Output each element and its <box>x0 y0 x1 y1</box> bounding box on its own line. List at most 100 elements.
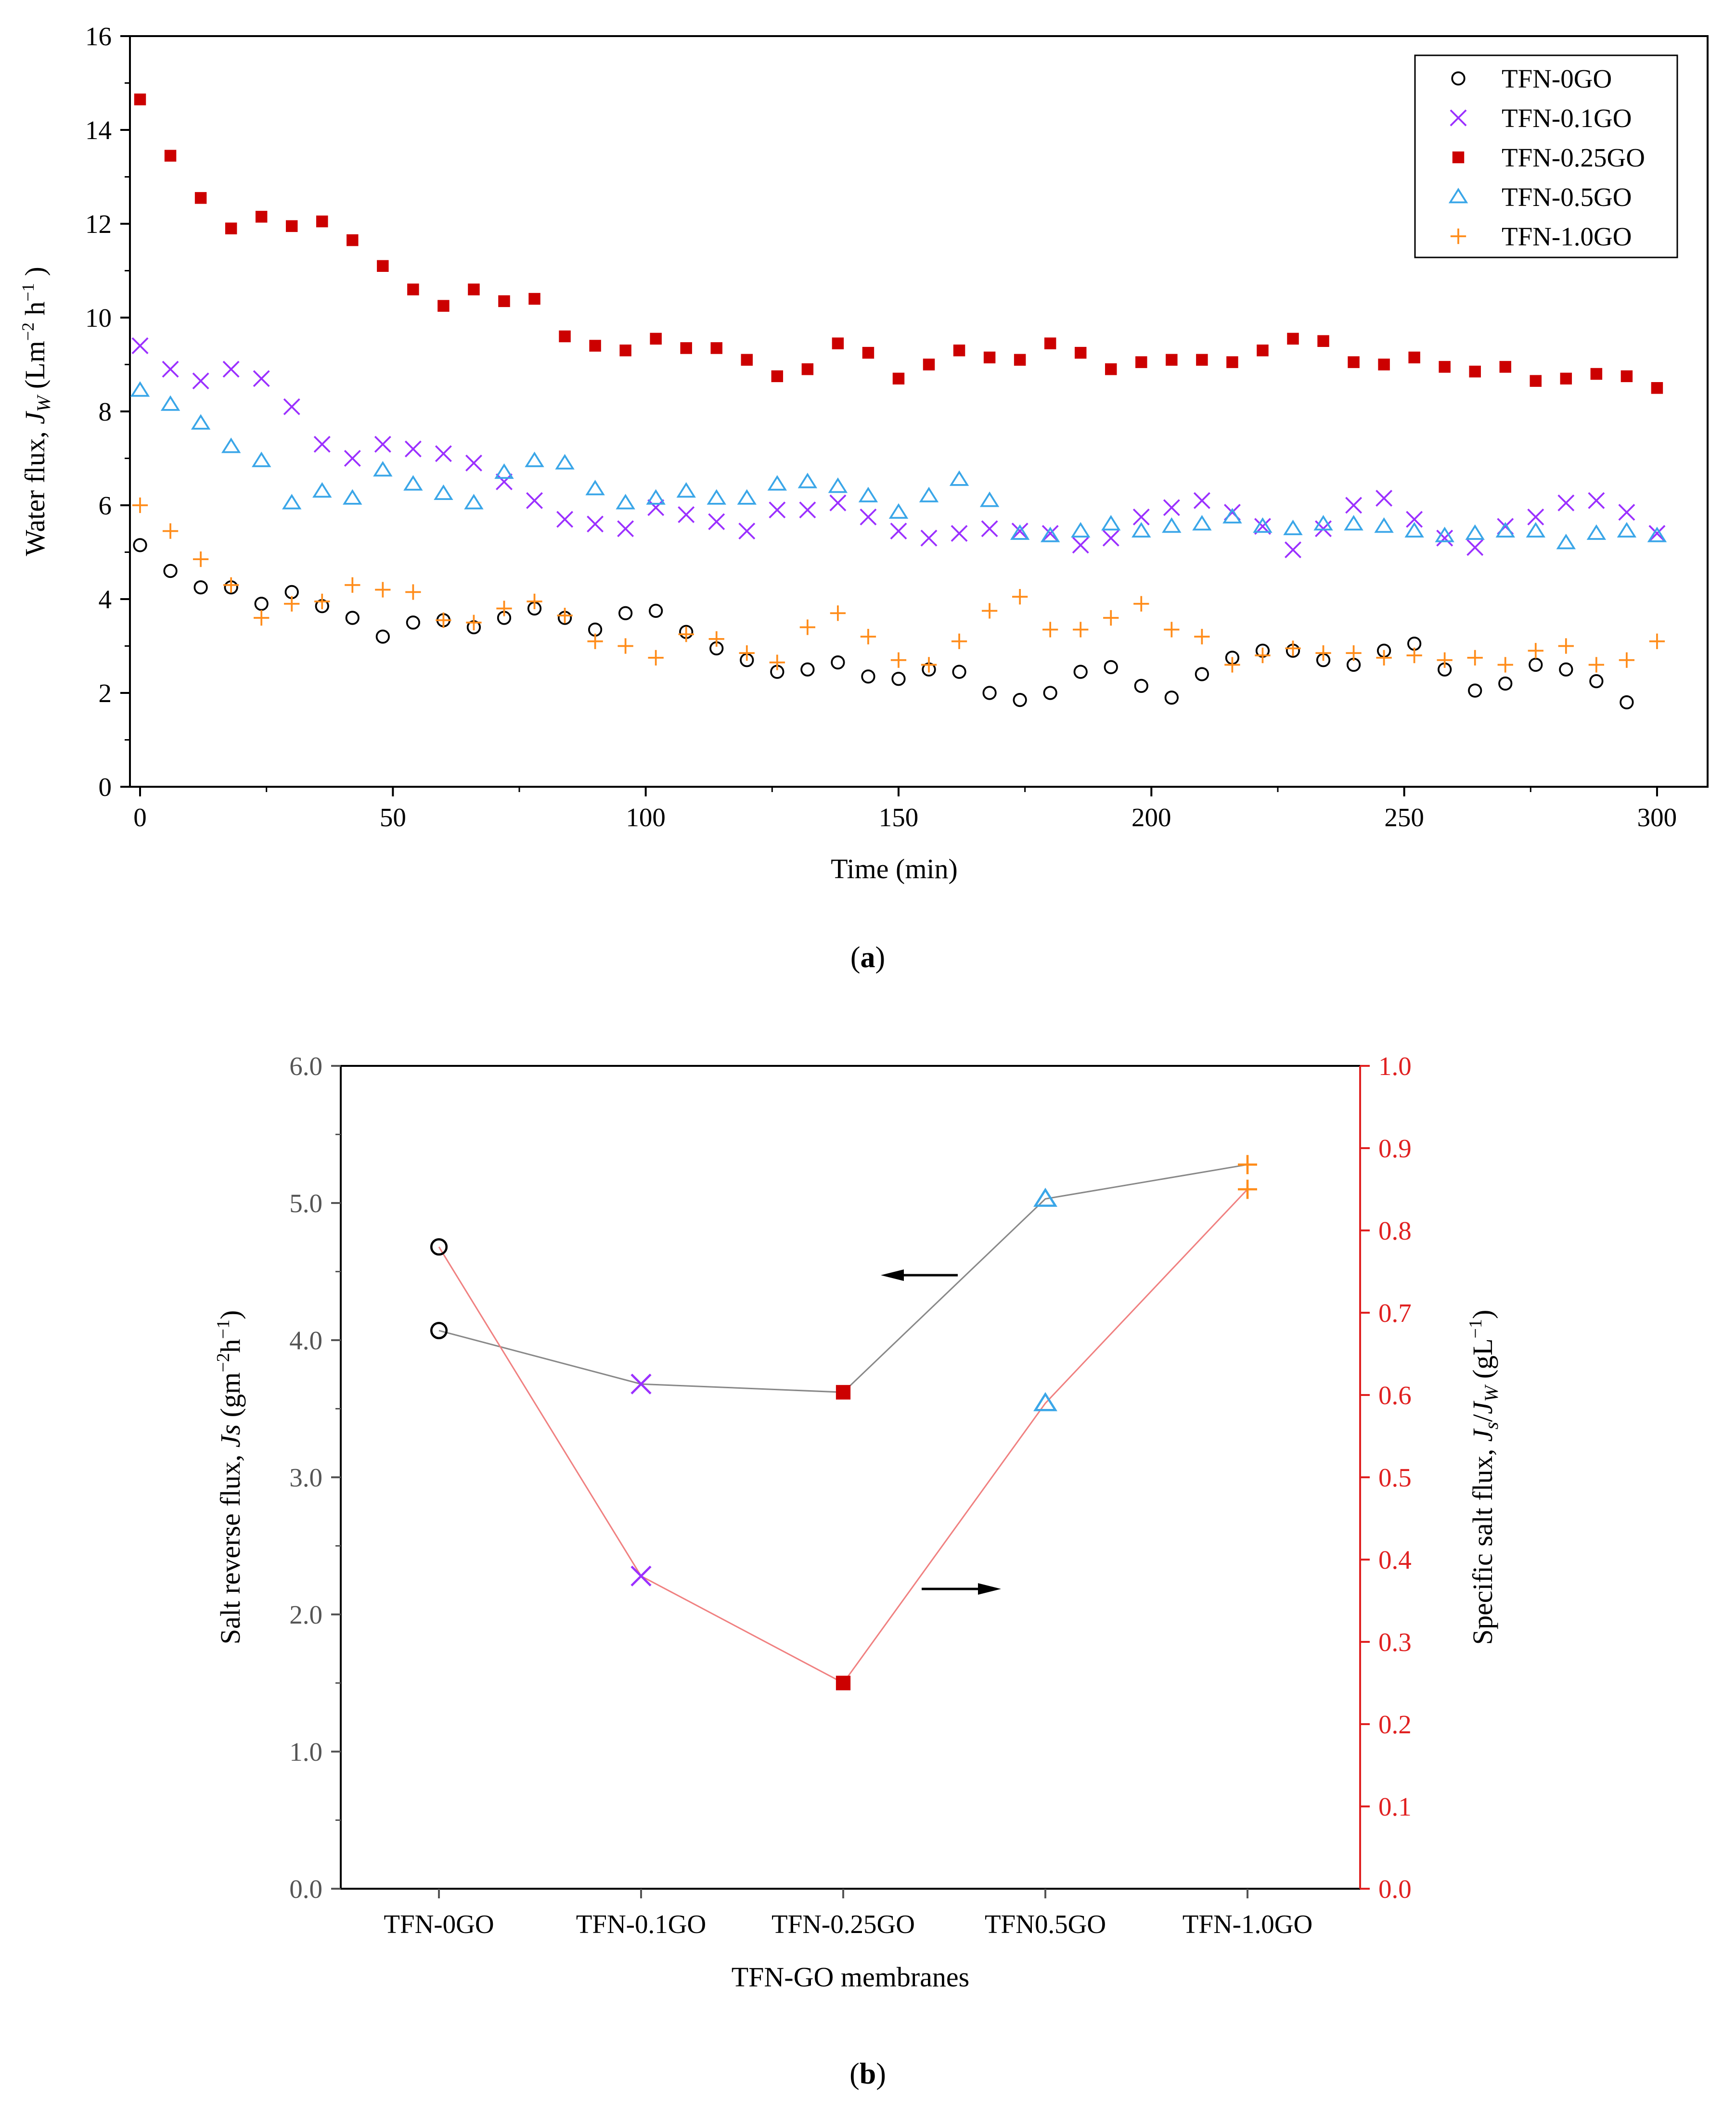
data-point-tfn-0-1go <box>1102 529 1119 547</box>
data-point-tfn-1-0go <box>436 612 451 628</box>
data-point-tfn-0-5go <box>1040 526 1060 542</box>
data-point-tfn-1-0go <box>1164 622 1180 638</box>
y2-tick-label: 0.3 <box>1378 1627 1412 1657</box>
data-point-tfn-0-5go <box>1070 522 1091 538</box>
data-point-tfn-1-0go <box>405 584 421 600</box>
data-point-tfn-0-5go <box>373 461 393 477</box>
data-point-tfn-0-5go <box>494 463 514 479</box>
data-point-salt-reverse-flux <box>1033 1188 1057 1207</box>
data-point-tfn-0-25go <box>1226 356 1238 368</box>
data-point-tfn-1-0go <box>1103 610 1119 626</box>
data-point-tfn-0-25go <box>1196 354 1208 366</box>
data-point-tfn-0-25go <box>255 211 268 223</box>
data-point-tfn-0-1go <box>374 435 391 453</box>
data-point-tfn-0-25go <box>1287 333 1299 345</box>
y2-tick-label: 0.9 <box>1378 1134 1412 1163</box>
y-tick-label: 5.0 <box>289 1189 322 1218</box>
data-point-tfn-1-0go <box>921 657 937 673</box>
data-point-tfn-0-1go <box>1132 508 1150 525</box>
data-point-tfn-0-5go <box>616 494 635 510</box>
data-point-tfn-1-0go <box>375 582 391 598</box>
y-tick-label: 6 <box>99 491 112 520</box>
data-point-tfn-0go <box>1498 676 1513 691</box>
data-point-tfn-0go <box>1043 686 1057 700</box>
x-tick-label: 150 <box>879 803 919 832</box>
y-tick-label: 1.0 <box>289 1737 322 1766</box>
legend-label-tfn-0-25go: TFN-0.25GO <box>1502 143 1645 172</box>
data-point-tfn-0-5go <box>828 477 848 493</box>
data-point-tfn-1-0go <box>1588 657 1605 673</box>
data-point-tfn-0-1go <box>1527 508 1544 525</box>
series-tfn-0-25go <box>134 93 1663 394</box>
data-point-tfn-0-25go <box>1620 370 1633 383</box>
data-point-tfn-1-0go <box>799 619 816 635</box>
data-point-tfn-0go <box>1013 693 1027 707</box>
data-point-tfn-0-1go <box>435 445 452 462</box>
series-tfn-0-1go <box>131 337 1666 559</box>
data-point-tfn-0-25go <box>589 340 601 352</box>
data-point-tfn-0-1go <box>1163 499 1180 516</box>
data-point-tfn-0-25go <box>1590 368 1603 380</box>
data-point-tfn-0-25go <box>316 215 328 228</box>
data-point-tfn-0-5go <box>221 437 241 453</box>
data-point-tfn-0-5go <box>282 494 302 510</box>
data-point-tfn-0-25go <box>407 283 419 295</box>
data-point-tfn-0-5go <box>1132 522 1151 538</box>
data-point-specific-salt-flux <box>836 1676 851 1690</box>
x-tick-label: 100 <box>626 803 666 832</box>
data-point-tfn-0-25go <box>528 293 540 305</box>
y2-tick-label: 0.1 <box>1378 1792 1412 1821</box>
data-point-tfn-0-25go <box>1408 351 1420 364</box>
data-point-tfn-0go <box>982 686 997 700</box>
x-tick-label: 300 <box>1637 803 1677 832</box>
data-point-tfn-0-1go <box>1557 494 1575 512</box>
data-point-tfn-0-25go <box>1105 363 1117 375</box>
data-point-tfn-0-1go <box>1648 525 1666 542</box>
y-tick-label: 10 <box>85 303 112 333</box>
y-tick-label: 14 <box>85 115 112 145</box>
data-point-tfn-0-1go <box>799 501 816 519</box>
y-tick-label: 0 <box>99 772 112 802</box>
data-point-tfn-1-0go <box>557 607 573 624</box>
data-point-tfn-0-5go <box>434 484 453 500</box>
data-point-tfn-0-5go <box>160 395 180 411</box>
legend-label-tfn-0-5go: TFN-0.5GO <box>1502 182 1632 212</box>
data-point-tfn-1-0go <box>830 605 846 621</box>
data-point-tfn-0-5go <box>737 489 757 505</box>
data-point-tfn-0-5go <box>646 489 666 505</box>
data-point-tfn-0go <box>831 655 845 670</box>
data-point-tfn-1-0go <box>648 650 664 666</box>
data-point-tfn-0-1go <box>1376 489 1393 507</box>
x-tick-label: 50 <box>380 803 406 832</box>
data-point-tfn-0go <box>1468 683 1482 698</box>
data-point-tfn-0-25go <box>1044 337 1056 349</box>
data-point-tfn-1-0go <box>345 577 360 593</box>
y-tick-label: 0.0 <box>289 1874 322 1904</box>
data-point-tfn-0-5go <box>251 451 271 467</box>
data-point-tfn-0-5go <box>464 494 484 510</box>
data-point-tfn-0-1go <box>738 523 756 540</box>
data-point-tfn-1-0go <box>1073 622 1089 638</box>
data-point-tfn-1-0go <box>496 601 512 616</box>
data-point-tfn-1-0go <box>1315 645 1331 661</box>
data-point-tfn-0-1go <box>1436 529 1453 547</box>
data-point-tfn-0-25go <box>680 342 692 354</box>
data-point-tfn-1-0go <box>1224 657 1240 673</box>
data-point-tfn-0-1go <box>253 370 270 387</box>
x-category-label: TFN0.5GO <box>985 1909 1106 1939</box>
data-point-tfn-0-25go <box>801 363 814 375</box>
panel-b-ticks: TFN-0GO TFN-0.1GO TFN-0.25GO TFN0.5GO TFN-1.… <box>289 1051 1412 1939</box>
y2-tick-label: 0.7 <box>1378 1298 1412 1328</box>
data-point-tfn-0go <box>649 603 663 618</box>
data-point-tfn-0-25go <box>194 192 207 204</box>
data-point-tfn-1-0go <box>162 523 179 539</box>
data-point-tfn-0go <box>1073 665 1088 679</box>
data-point-tfn-0-5go <box>1556 534 1576 550</box>
data-point-tfn-0-1go <box>860 508 877 525</box>
data-point-tfn-0-1go <box>647 499 665 516</box>
data-point-tfn-0-25go <box>559 330 571 343</box>
panel-a-ticks: 0 50 100 150 200 250 300 0 2 4 6 8 10 12 14 16 <box>85 22 1677 832</box>
y-tick-label: 4.0 <box>289 1326 322 1355</box>
